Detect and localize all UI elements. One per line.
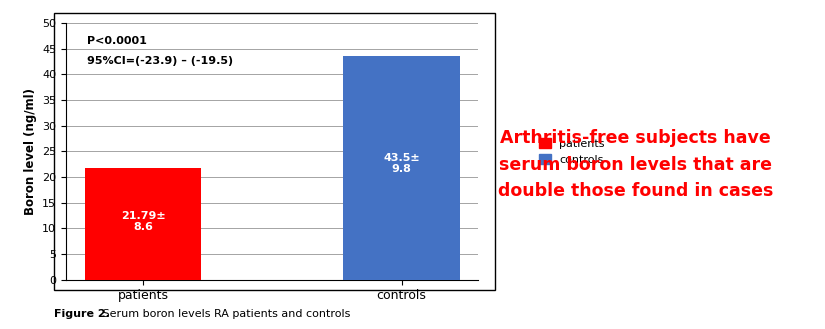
Text: Serum boron levels RA patients and controls: Serum boron levels RA patients and contr… [99, 309, 351, 319]
Text: Arthritis-free subjects have
serum boron levels that are
double those found in c: Arthritis-free subjects have serum boron… [497, 129, 773, 200]
Text: 43.5±
9.8: 43.5± 9.8 [384, 153, 420, 174]
Text: P<0.0001: P<0.0001 [87, 36, 147, 46]
Text: 21.79±
8.6: 21.79± 8.6 [120, 211, 165, 232]
Text: Figure 2.: Figure 2. [54, 309, 110, 319]
Text: 95%CI=(-23.9) – (-19.5): 95%CI=(-23.9) – (-19.5) [87, 56, 233, 66]
Legend: patients, controls: patients, controls [540, 138, 605, 165]
Y-axis label: Boron level (ng/ml): Boron level (ng/ml) [24, 88, 36, 215]
Bar [343, 56, 460, 280]
Bar [85, 168, 201, 280]
